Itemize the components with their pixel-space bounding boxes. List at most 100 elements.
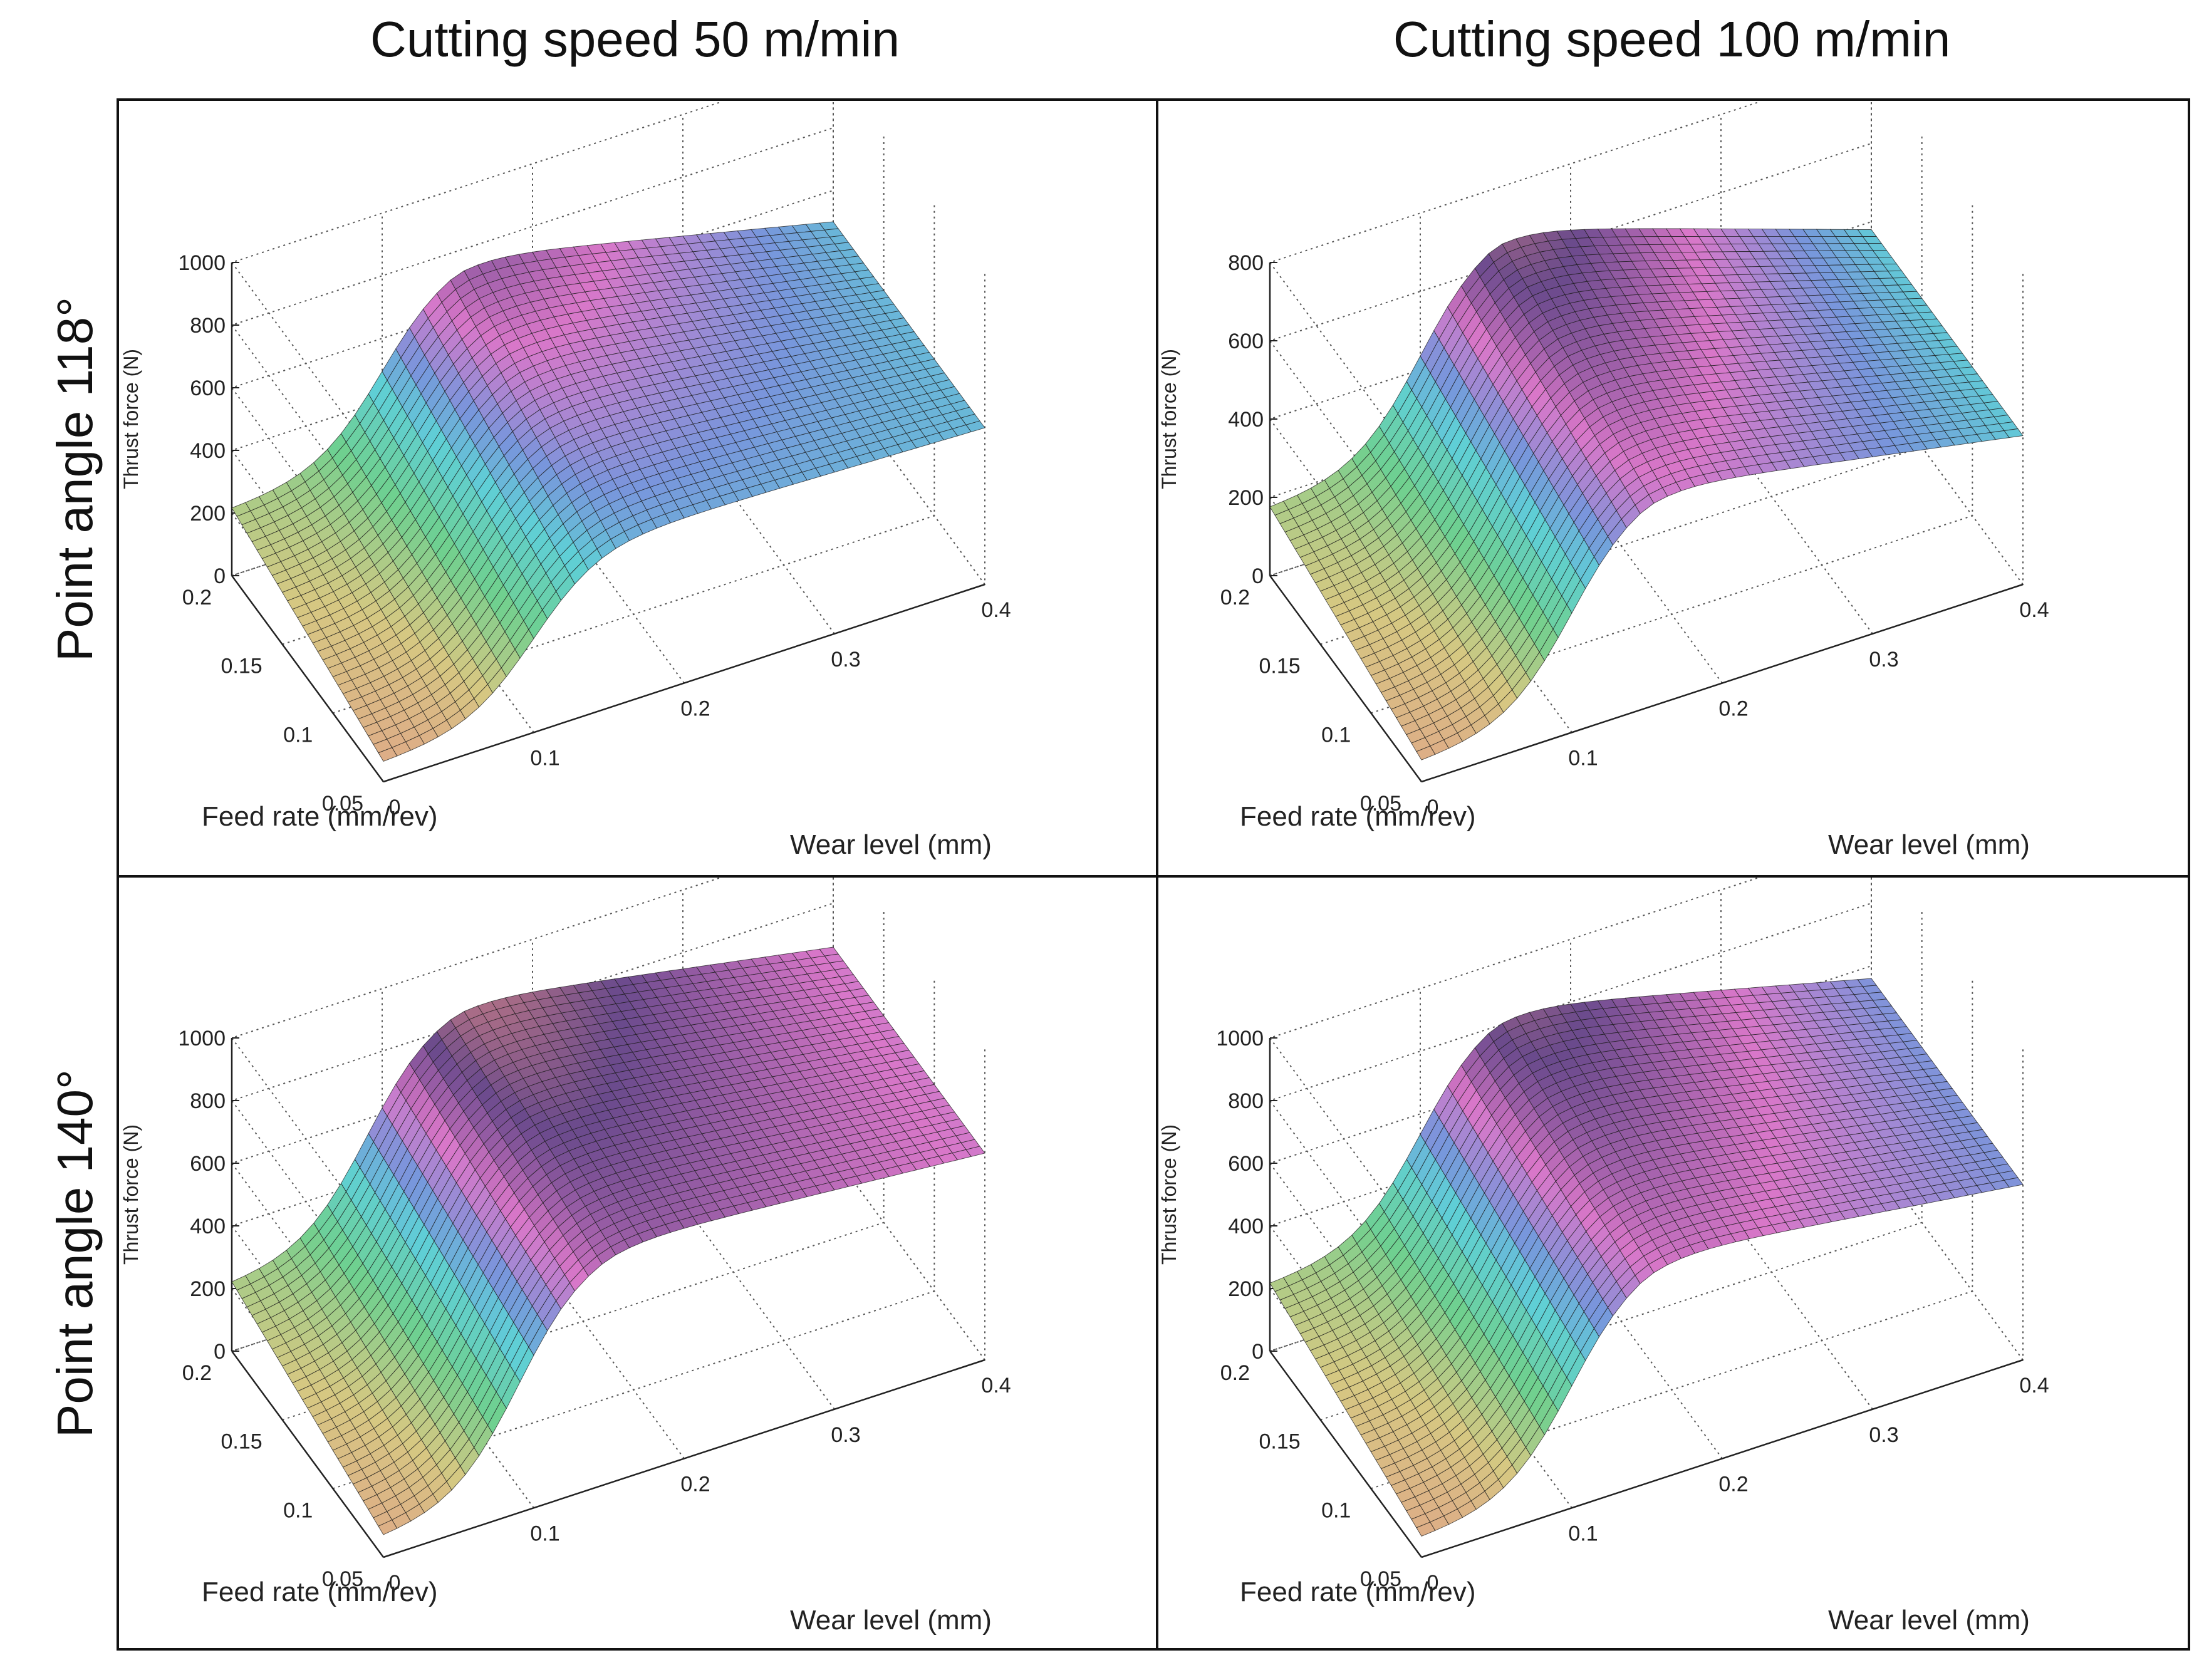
feed-axis-label: Feed rate (mm/rev) bbox=[1240, 801, 1476, 832]
panel-divider-vertical bbox=[1156, 101, 1158, 1648]
thrust-tick-label: 600 bbox=[1228, 1152, 1264, 1176]
thrust-tick-label: 800 bbox=[1228, 1089, 1264, 1113]
wear-tick-label: 0 bbox=[389, 1571, 401, 1595]
wear-tick-label: 0.1 bbox=[1568, 1522, 1598, 1545]
floor-gridline-feed bbox=[1320, 909, 1923, 1421]
floor-gridline-feed bbox=[1371, 202, 1973, 714]
wear-axis-line bbox=[383, 583, 985, 783]
panel-divider-horizontal bbox=[119, 875, 2188, 878]
feed-tick-label: 0.2 bbox=[1220, 1361, 1250, 1385]
plot-speed50-angle118: 0 200 400 600 800 1000 0 0.1 0.2 0.3 0.4 0.05 0.1 0.1… bbox=[120, 102, 1154, 873]
thrust-tick-label: 400 bbox=[190, 439, 226, 463]
thrust-tick-label: 200 bbox=[190, 1277, 226, 1301]
feed-axis-label: Feed rate (mm/rev) bbox=[202, 801, 438, 832]
thrust-tick-label: 400 bbox=[1228, 1215, 1264, 1238]
wear-axis-line bbox=[1421, 1359, 2024, 1558]
wear-tick-label: 0.3 bbox=[831, 648, 860, 671]
surface-cell bbox=[965, 1146, 985, 1157]
back-wall-gridline bbox=[231, 102, 723, 469]
wear-tick-label: 0 bbox=[1427, 796, 1439, 819]
back-wall-gridline bbox=[231, 878, 723, 1245]
feed-tick-label: 0.05 bbox=[1360, 792, 1401, 816]
thrust-tick-label: 400 bbox=[1228, 408, 1264, 432]
wear-tick-label: 0 bbox=[389, 796, 401, 819]
surface-mesh-2 bbox=[231, 946, 985, 1535]
surface-mesh-3 bbox=[1269, 978, 2024, 1537]
chart-svg-1: 020040060080000.10.20.30.40.050.10.150.2… bbox=[1158, 102, 2049, 860]
plot-speed100-angle118: 0 200 400 600 800 0 0.1 0.2 0.3 0.4 0.05 0.1 0.15 0.2… bbox=[1158, 102, 2192, 873]
wear-tick-label: 0.3 bbox=[1869, 1423, 1898, 1447]
feed-tick-label: 0.2 bbox=[1220, 586, 1250, 609]
wear-tick-label: 0 bbox=[1427, 1571, 1439, 1595]
thrust-axis-label: Thrust force (N) bbox=[120, 349, 142, 489]
feed-tick-label: 0.2 bbox=[182, 1361, 212, 1385]
feed-axis-label: Feed rate (mm/rev) bbox=[1240, 1577, 1476, 1607]
wear-tick-label: 0.1 bbox=[1568, 746, 1598, 770]
feed-axis-line bbox=[1269, 575, 1423, 782]
wear-axis-label: Wear level (mm) bbox=[1828, 1605, 2030, 1636]
thrust-tick-label: 200 bbox=[190, 502, 226, 526]
thrust-tick-label: 0 bbox=[214, 1340, 226, 1364]
wear-tick-label: 0.2 bbox=[680, 697, 710, 721]
feed-tick-label: 0.05 bbox=[322, 1567, 363, 1591]
surface-mesh-0 bbox=[231, 221, 985, 762]
feed-tick-label: 0.05 bbox=[1360, 1567, 1401, 1591]
feed-tick-label: 0.15 bbox=[1259, 655, 1300, 678]
thrust-tick-label: 400 bbox=[190, 1215, 226, 1238]
row-title-angle-118: Point angle 118° bbox=[47, 296, 103, 661]
wear-tick-label: 0.2 bbox=[1718, 697, 1748, 721]
feed-axis-line bbox=[231, 1351, 385, 1558]
wear-tick-label: 0.4 bbox=[2019, 1374, 2049, 1397]
feed-tick-label: 0.15 bbox=[221, 655, 262, 678]
feed-tick-label: 0.1 bbox=[1321, 1498, 1351, 1522]
column-title-speed-100: Cutting speed 100 m/min bbox=[1393, 11, 1951, 67]
feed-axis-line bbox=[231, 575, 385, 782]
feed-axis-line bbox=[1269, 1351, 1423, 1558]
thrust-tick-label: 0 bbox=[214, 564, 226, 588]
wear-tick-label: 0.1 bbox=[530, 1522, 559, 1545]
surface-cell bbox=[2004, 428, 2024, 438]
surface-mesh-1 bbox=[1269, 228, 2024, 760]
feed-tick-label: 0.05 bbox=[322, 792, 363, 816]
wear-axis-label: Wear level (mm) bbox=[790, 1605, 992, 1636]
thrust-tick-label: 600 bbox=[190, 376, 226, 400]
wear-tick-label: 0.3 bbox=[1869, 648, 1898, 671]
plot-speed100-angle140: 0 200 400 600 800 1000 0 0.1 0.2 0.3 0.4 0.05 0.1 0.1… bbox=[1158, 878, 2192, 1648]
wear-tick-label: 0.3 bbox=[831, 1423, 860, 1447]
wear-axis-label: Wear level (mm) bbox=[790, 829, 992, 860]
floor-gridline-feed bbox=[282, 909, 885, 1421]
thrust-tick-label: 800 bbox=[190, 314, 226, 338]
thrust-tick-label: 1000 bbox=[1216, 1027, 1264, 1050]
thrust-tick-label: 600 bbox=[190, 1152, 226, 1176]
thrust-tick-label: 600 bbox=[1228, 329, 1264, 353]
column-title-speed-50: Cutting speed 50 m/min bbox=[370, 11, 900, 67]
wear-tick-label: 0.4 bbox=[981, 1374, 1011, 1397]
floor-gridline-feed bbox=[333, 978, 935, 1490]
wear-axis-label: Wear level (mm) bbox=[1828, 829, 2030, 860]
thrust-axis-label: Thrust force (N) bbox=[1158, 349, 1180, 489]
wear-tick-label: 0.4 bbox=[2019, 598, 2049, 622]
feed-tick-label: 0.2 bbox=[182, 586, 212, 609]
thrust-tick-label: 0 bbox=[1252, 564, 1264, 588]
wear-tick-label: 0.4 bbox=[981, 598, 1011, 622]
wear-tick-label: 0.1 bbox=[530, 746, 559, 770]
thrust-axis-label: Thrust force (N) bbox=[1158, 1124, 1180, 1265]
chart-svg-0: 0200400600800100000.10.20.30.40.050.10.1… bbox=[120, 102, 1011, 860]
surface-cell bbox=[965, 420, 985, 432]
feed-axis-label: Feed rate (mm/rev) bbox=[202, 1577, 438, 1607]
feed-tick-label: 0.15 bbox=[221, 1430, 262, 1454]
chart-svg-2: 0200400600800100000.10.20.30.40.050.10.1… bbox=[120, 878, 1011, 1636]
thrust-tick-label: 0 bbox=[1252, 1340, 1264, 1364]
thrust-axis-label: Thrust force (N) bbox=[120, 1124, 142, 1265]
thrust-tick-label: 200 bbox=[1228, 486, 1264, 510]
wear-axis-line bbox=[383, 1359, 985, 1558]
thrust-tick-label: 800 bbox=[190, 1089, 226, 1113]
thrust-tick-label: 200 bbox=[1228, 1277, 1264, 1301]
chart-svg-3: 0200400600800100000.10.20.30.40.050.10.1… bbox=[1158, 878, 2049, 1636]
feed-tick-label: 0.1 bbox=[1321, 723, 1351, 747]
back-wall-gridline bbox=[1269, 878, 1761, 1245]
plot-speed50-angle140: 0 200 400 600 800 1000 0 0.1 0.2 0.3 0.4 0.05 0.1 0.1… bbox=[120, 878, 1154, 1648]
wear-axis-line bbox=[1421, 583, 2024, 783]
thrust-tick-label: 1000 bbox=[178, 1027, 226, 1050]
floor-gridline-feed bbox=[333, 202, 935, 714]
